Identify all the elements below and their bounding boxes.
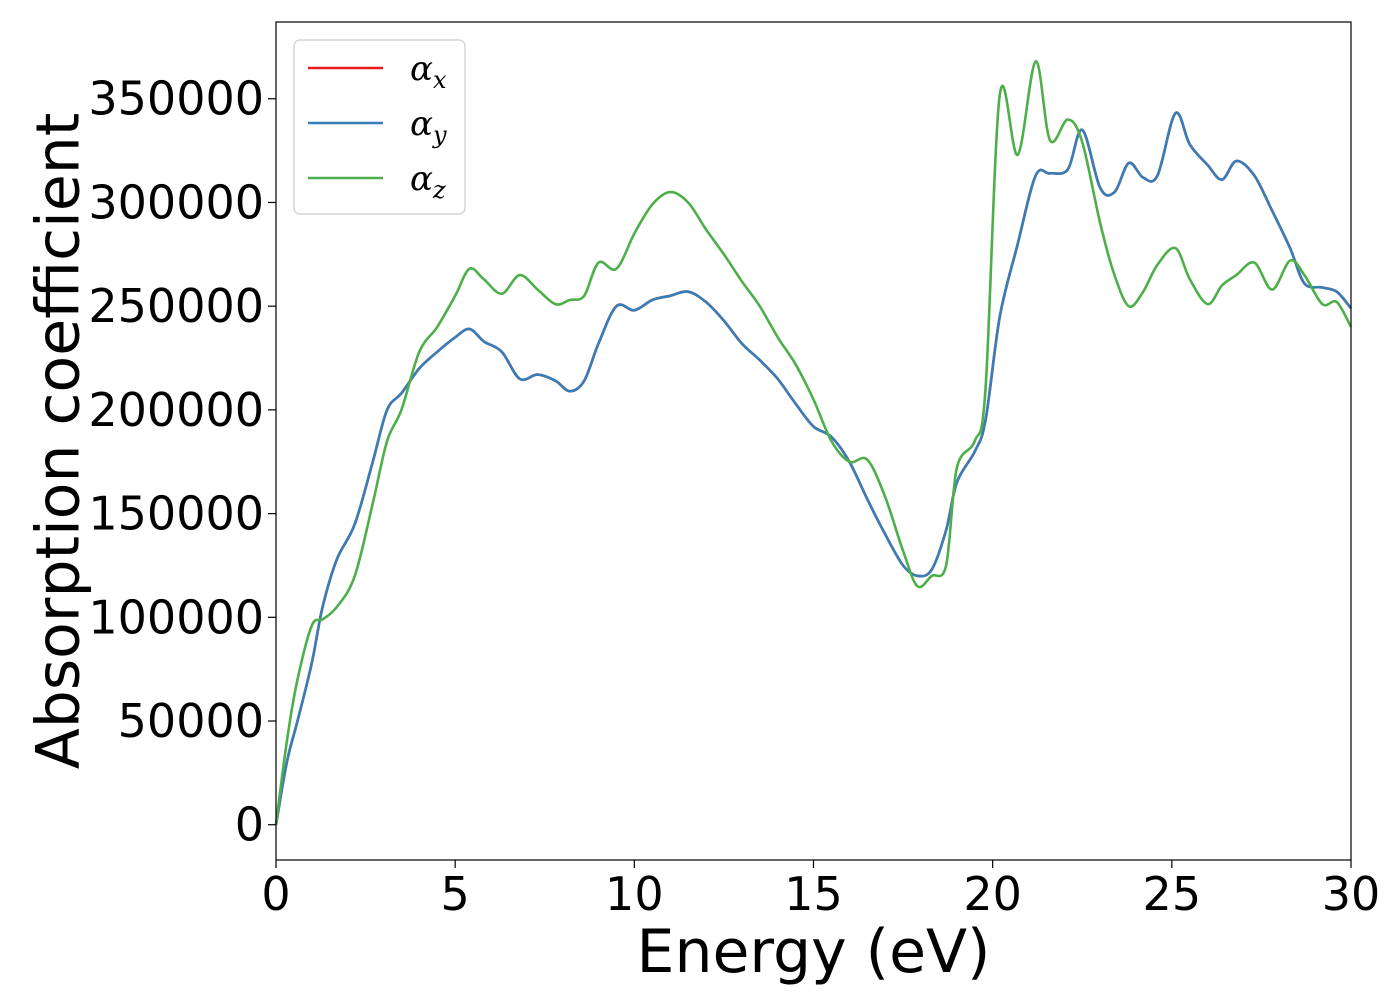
y-axis-ticks: 0 50000 100000 150000 200000 250000 300000 3500… — [88, 72, 276, 852]
x-tick-label: 0 — [261, 867, 290, 921]
series-line-x — [274, 111, 1352, 825]
series-lines — [274, 60, 1353, 825]
x-axis-ticks: 0 5 10 15 20 25 30 — [261, 860, 1380, 921]
y-tick-label: 250000 — [88, 279, 264, 333]
x-tick-label: 25 — [1143, 867, 1202, 921]
x-tick-label: 20 — [963, 867, 1022, 921]
x-axis-title: Energy (eV) — [637, 917, 991, 987]
y-tick-label: 350000 — [88, 72, 264, 126]
x-tick-label: 10 — [605, 867, 664, 921]
y-tick-label: 50000 — [118, 694, 264, 748]
series-line-z — [274, 60, 1353, 825]
x-tick-label: 5 — [441, 867, 470, 921]
x-tick-label: 30 — [1322, 867, 1381, 921]
legend-box — [293, 39, 466, 215]
y-tick-label: 150000 — [88, 487, 264, 541]
series-line-y — [274, 111, 1352, 825]
y-tick-label: 100000 — [88, 590, 264, 644]
y-tick-label: 200000 — [88, 383, 264, 437]
y-axis-title: Absorption coefficient — [24, 113, 94, 770]
x-tick-label: 15 — [784, 867, 843, 921]
y-tick-label: 0 — [235, 798, 264, 852]
y-tick-label: 300000 — [88, 175, 264, 229]
